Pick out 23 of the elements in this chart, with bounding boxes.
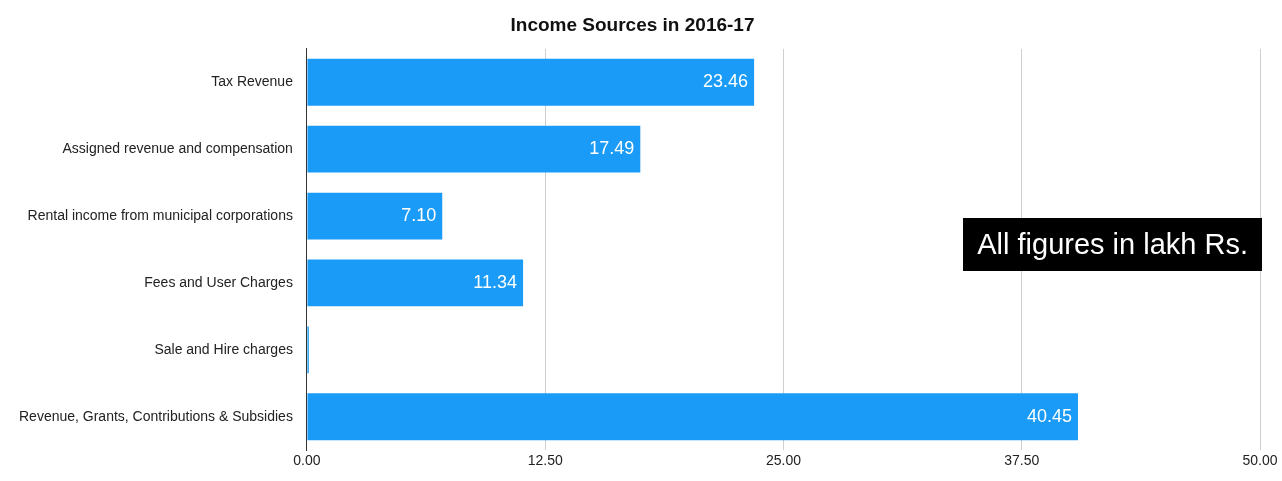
x-tick-label: 12.50 <box>527 452 563 469</box>
data-label: 23.46 <box>703 71 749 92</box>
data-label: 7.10 <box>401 205 437 226</box>
chart-title: Income Sources in 2016-17 <box>510 13 755 35</box>
y-tick-label: Revenue, Grants, Contributions & Subsidies <box>18 407 293 424</box>
annotation: All figures in lakh Rs. <box>963 218 1262 271</box>
bar <box>307 393 1078 441</box>
bar <box>307 259 524 307</box>
x-tick-label: 25.00 <box>765 452 802 469</box>
y-tick-label: Tax Revenue <box>211 73 294 90</box>
x-tick-label: 37.50 <box>1004 452 1040 469</box>
x-tick-label: 50.00 <box>1242 452 1278 469</box>
y-tick-label: Fees and User Charges <box>144 273 293 290</box>
data-label: 17.49 <box>589 138 635 159</box>
data-label: 11.34 <box>473 271 518 292</box>
data-label: 40.45 <box>1026 405 1072 426</box>
bar <box>307 58 755 106</box>
bar <box>307 125 641 173</box>
y-tick-label: Sale and Hire charges <box>154 340 293 357</box>
bar <box>307 192 443 240</box>
y-tick-label: Assigned revenue and compensation <box>62 140 293 157</box>
y-tick-label: Rental income from municipal corporations <box>27 206 293 223</box>
x-tick-label: 0.00 <box>293 452 321 469</box>
